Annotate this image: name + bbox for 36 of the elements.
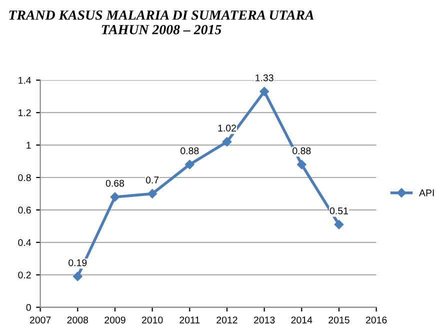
x-tick-label: 2010 [142, 316, 163, 324]
y-tick-label: 1.2 [18, 109, 31, 116]
x-tick-label: 2011 [180, 316, 200, 324]
y-tick-label: 0.8 [18, 174, 31, 182]
y-tick-label: 0.2 [18, 272, 31, 278]
data-label: 1.02 [218, 124, 236, 132]
point [222, 137, 232, 146]
point [260, 86, 269, 96]
point [110, 192, 120, 202]
point [297, 160, 306, 170]
x-tick-label: 2009 [104, 316, 126, 324]
data-label: 0.68 [106, 180, 124, 187]
x-tick-label: 2016 [366, 316, 387, 324]
y-tick-label: 1.4 [18, 76, 32, 84]
data-label: 0.88 [180, 147, 199, 154]
point [185, 160, 194, 170]
y-tick-label: 1 [26, 142, 31, 149]
y-tick-label: 0 [26, 304, 31, 311]
data-label: 1.33 [256, 74, 274, 82]
data-label: 0.88 [292, 147, 311, 154]
y-tick-label: 0.4 [18, 239, 32, 246]
data-label: 0.19 [68, 259, 87, 266]
chart-title: TRAND KASUS MALARIA DI SUMATERA UTARA TAHUN 2008 – 2015 [9, 10, 314, 34]
y-tick-label: 0.6 [18, 206, 31, 214]
legend-label: API [419, 190, 434, 196]
x-tick-label: 2008 [67, 316, 88, 324]
data-label: 0.51 [330, 207, 348, 214]
point [148, 189, 157, 198]
x-tick-label: 2015 [328, 316, 350, 324]
x-tick-label: 2014 [291, 316, 312, 324]
x-tick-label: 2007 [30, 316, 51, 324]
data-label: 0.7 [146, 176, 159, 184]
x-tick-label: 2012 [216, 316, 238, 324]
point [73, 272, 82, 282]
x-tick-label: 2013 [254, 316, 275, 324]
point [334, 220, 344, 230]
